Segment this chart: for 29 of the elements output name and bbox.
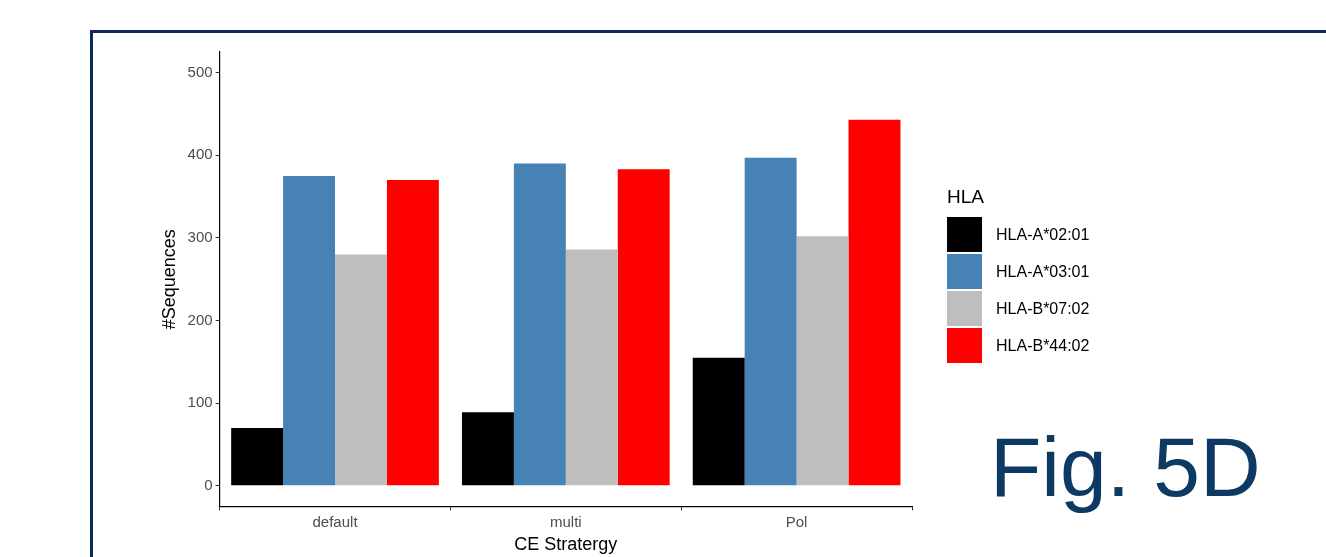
y-tick-label: 400 (187, 145, 213, 163)
x-tick-label: Pol (785, 512, 808, 530)
legend-label: HLA-B*07:02 (996, 299, 1090, 318)
legend-label: HLA-B*44:02 (996, 336, 1090, 355)
y-tick-label: 200 (187, 310, 213, 328)
bar (386, 180, 439, 486)
legend-title: HLA (947, 186, 985, 208)
bar (513, 163, 566, 486)
bar (796, 236, 849, 486)
x-tick-label: default (312, 512, 359, 530)
bar (565, 249, 618, 486)
y-tick-label: 500 (187, 62, 213, 80)
bar (231, 427, 284, 486)
x-axis-title: CE Stratergy (514, 534, 618, 555)
bar (744, 157, 797, 486)
caption: Fig. 5D (990, 420, 1261, 514)
legend-label: HLA-A*03:01 (996, 262, 1090, 281)
y-tick-label: 300 (187, 228, 213, 246)
bar (283, 175, 336, 486)
bar (692, 357, 745, 486)
y-tick-label: 100 (187, 393, 213, 411)
bar (848, 119, 901, 486)
x-tick-label: multi (549, 512, 582, 530)
y-tick-label: 0 (204, 475, 213, 493)
y-axis-title: #Sequences (158, 229, 179, 330)
bar (461, 412, 514, 486)
bar (617, 169, 670, 486)
bar (335, 254, 387, 486)
legend-label: HLA-A*02:01 (996, 225, 1090, 244)
